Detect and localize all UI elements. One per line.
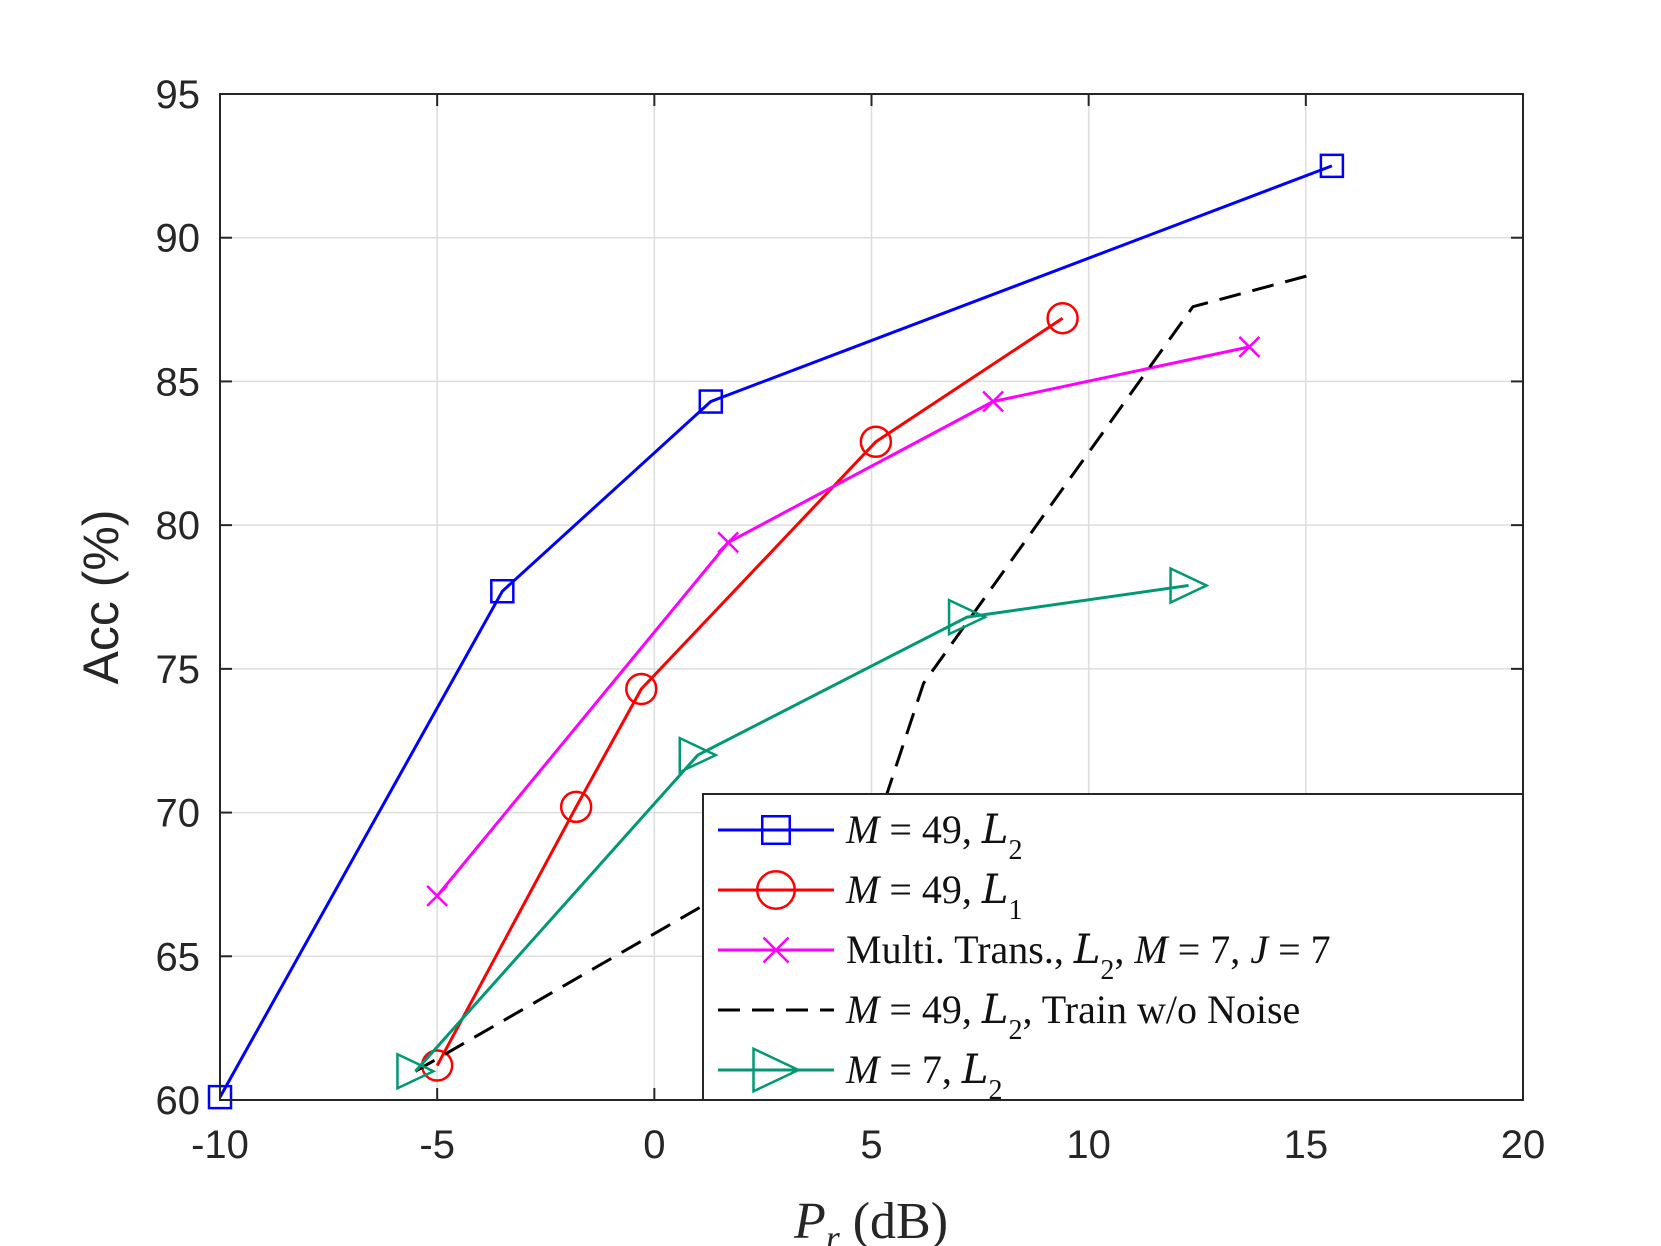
- x-tick-label: -5: [419, 1123, 455, 1167]
- legend-item: M = 49, L2, Train w/o Noise: [718, 987, 1300, 1046]
- x-marker: [1238, 336, 1261, 358]
- grid: [220, 94, 1523, 1100]
- x-marker: [762, 936, 790, 964]
- legend-label: M = 7, L2: [845, 1047, 1002, 1106]
- circle-marker: [859, 425, 893, 459]
- legend-item: Multi. Trans., L2, M = 7, J = 7: [718, 927, 1331, 986]
- legend-box: [702, 793, 1524, 1101]
- series-2: [426, 336, 1261, 907]
- x-marker: [717, 531, 740, 554]
- series-line: [435, 316, 1064, 1067]
- series-4: [396, 566, 1210, 1091]
- x-axis-label-gap: [840, 1193, 853, 1246]
- y-tick-label: 60: [156, 1079, 201, 1123]
- x-tick-label: 5: [860, 1123, 882, 1167]
- y-tick-label: 85: [156, 360, 201, 404]
- square-marker: [761, 815, 791, 845]
- legend-label: M = 49, L1: [845, 867, 1022, 926]
- y-tick-label: 95: [156, 73, 201, 117]
- legend-item: M = 49, L2: [718, 807, 1022, 866]
- circle-marker: [1046, 301, 1079, 335]
- legend-item: M = 7, L2: [718, 1046, 1002, 1106]
- series-0: [207, 153, 1345, 1110]
- series-line: [436, 345, 1250, 897]
- y-axis-label: Acc (%): [73, 510, 129, 685]
- circle-marker: [559, 790, 593, 824]
- triangle-marker: [396, 1052, 437, 1091]
- x-tick-label: 15: [1284, 1123, 1329, 1167]
- x-tick-label: 10: [1066, 1123, 1111, 1167]
- x-axis-label-var: P: [793, 1193, 826, 1246]
- legend-label: M = 49, L2, Train w/o Noise: [845, 987, 1300, 1046]
- x-marker: [982, 390, 1004, 413]
- y-tick-label: 75: [156, 648, 201, 692]
- x-tick-label: -10: [191, 1123, 249, 1167]
- legend-item: M = 49, L1: [718, 867, 1022, 926]
- triangle-marker: [678, 736, 719, 775]
- x-tick-label: 20: [1501, 1123, 1546, 1167]
- ticks: -10 -5 0 5 10 15 20 60 65 70 75 80 85 90 95: [156, 73, 1546, 1167]
- series-line: [218, 164, 1333, 1098]
- y-tick-label: 90: [156, 217, 201, 261]
- y-tick-label: 65: [156, 935, 201, 979]
- x-axis-label: Pr (dB): [793, 1193, 948, 1246]
- triangle-marker: [752, 1046, 802, 1094]
- circle-marker: [756, 870, 796, 910]
- square-marker: [1319, 153, 1345, 179]
- x-marker: [426, 885, 449, 907]
- triangle-marker: [1169, 566, 1210, 605]
- triangle-marker: [947, 598, 988, 637]
- legend-label: M = 49, L2: [845, 807, 1022, 866]
- legend-label: Multi. Trans., L2, M = 7, J = 7: [846, 927, 1331, 986]
- square-marker: [490, 579, 515, 604]
- x-tick-label: 0: [643, 1123, 665, 1167]
- series-line: [414, 584, 1189, 1073]
- square-marker: [698, 389, 724, 414]
- x-axis-label-unit: (dB): [853, 1193, 948, 1246]
- y-tick-label: 80: [156, 504, 201, 548]
- x-axis-label-sub: r: [826, 1218, 841, 1246]
- circle-marker: [625, 672, 658, 706]
- y-tick-label: 70: [156, 792, 201, 836]
